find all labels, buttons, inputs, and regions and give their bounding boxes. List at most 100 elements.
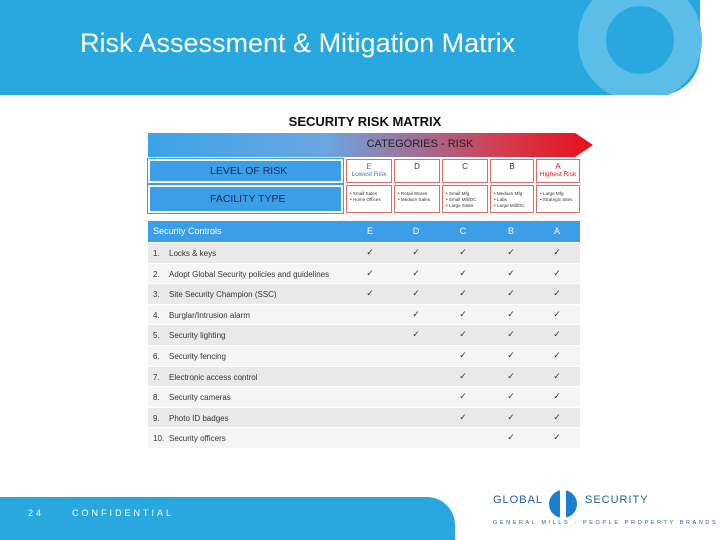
risk-arrow [148, 133, 593, 157]
level-letter: D [414, 162, 420, 171]
categories-label: CATEGORIES - RISK [366, 138, 474, 150]
check: ✓ [459, 350, 467, 360]
level-cell: B [490, 159, 534, 183]
row-label: Site Security Champion (SSC) [169, 290, 277, 300]
control-row: 6. Security fencing ✓ ✓ ✓ [148, 346, 580, 367]
decor-circle [606, 6, 674, 74]
check: ✓ [553, 288, 561, 299]
facility-item: • Medium Sales [398, 197, 430, 202]
level-cell: D [394, 159, 440, 183]
slide-title: Risk Assessment & Mitigation Matrix [80, 28, 516, 58]
check: ✓ [553, 370, 561, 381]
check: ✓ [366, 267, 374, 278]
check: ✓ [412, 308, 420, 319]
level-letter: E [366, 162, 372, 171]
controls-col: D [412, 226, 420, 236]
facility-item: • Small Mfg [446, 191, 470, 196]
check: ✓ [507, 350, 515, 360]
controls-header-text: Security Controls [153, 226, 222, 236]
footer-band [0, 497, 455, 540]
row-number: 8. [153, 393, 160, 403]
facility-cell: • Large Mfg • Strategic Sites [536, 185, 580, 213]
row-number: 2. [153, 269, 160, 279]
row-number: 1. [153, 249, 160, 258]
check: ✓ [412, 288, 420, 299]
facility-cell: • Retail Stores • Medium Sales [394, 185, 440, 213]
check: ✓ [553, 308, 561, 319]
control-row: 9. Photo ID badges ✓ ✓ ✓ [148, 407, 580, 429]
logo-bar [560, 490, 566, 518]
row-number: 6. [153, 352, 160, 361]
check: ✓ [553, 391, 561, 402]
level-label: LEVEL OF RISK [147, 158, 344, 184]
check: ✓ [507, 432, 515, 443]
facility-cell: • Medium Mfg • Labs • Large Mill/DC [490, 185, 534, 213]
check: ✓ [553, 267, 561, 278]
control-row: 2. Adopt Global Security policies and gui… [148, 263, 580, 285]
facility-cell: • Small Mfg • Small Mill/DC • Large Sales [442, 185, 488, 213]
check: ✓ [507, 411, 515, 422]
check: ✓ [366, 247, 374, 257]
check: ✓ [507, 247, 515, 257]
control-row: 4. Burglar/Intrusion alarm ✓ ✓ ✓ ✓ [148, 304, 580, 326]
row-number: 9. [153, 413, 160, 423]
check: ✓ [507, 370, 515, 381]
check: ✓ [459, 247, 467, 257]
facility-cell: • Small Sales • Home Offices [346, 185, 392, 213]
check: ✓ [553, 247, 561, 257]
facility-label: FACILITY TYPE [147, 184, 344, 214]
row-number: 3. [153, 290, 160, 300]
check: ✓ [459, 411, 467, 422]
facility-item: • Small Sales [350, 191, 378, 196]
check: ✓ [459, 308, 467, 319]
control-row: 3. Site Security Champion (SSC) ✓ ✓ ✓ ✓ ✓ [148, 284, 580, 305]
facility-item: • Medium Mfg [494, 191, 523, 196]
row-label: Burglar/Intrusion alarm [169, 310, 250, 320]
confidential: CONFIDENTIAL [72, 508, 175, 518]
row-label: Security fencing [169, 352, 226, 361]
controls-header: Security Controls [148, 221, 580, 242]
check: ✓ [366, 288, 374, 299]
level-note: Highest Risk [539, 171, 577, 178]
facility-item: • Home Offices [350, 197, 381, 202]
controls-col: E [366, 226, 373, 236]
check: ✓ [553, 432, 561, 443]
check: ✓ [553, 411, 561, 422]
check: ✓ [412, 247, 420, 257]
facility-item: • Large Mill/DC [494, 203, 525, 208]
control-row: 1. Locks & keys ✓ ✓ ✓ ✓ ✓ [148, 243, 580, 264]
page-number: 24 [28, 508, 45, 518]
level-cell: A Highest Risk [536, 159, 580, 183]
facility-item: • Large Sales [446, 203, 474, 208]
row-number: 7. [153, 372, 160, 382]
logo-mark [549, 490, 577, 518]
control-row: 8. Security cameras ✓ ✓ ✓ [148, 387, 580, 408]
facility-item: • Strategic Sites [540, 197, 573, 202]
check: ✓ [553, 329, 561, 340]
row-label: Adopt Global Security policies and guide… [169, 269, 330, 279]
check: ✓ [553, 350, 561, 360]
row-number: 4. [153, 310, 160, 320]
check: ✓ [507, 267, 515, 278]
facility-item: • Retail Stores [398, 191, 428, 196]
control-row: 7. Electronic access control ✓ ✓ ✓ [148, 366, 580, 388]
check: ✓ [412, 267, 420, 278]
level-letter: B [509, 162, 515, 171]
check: ✓ [459, 391, 467, 402]
logo-left: GLOBAL [493, 494, 544, 506]
level-letter: C [462, 162, 468, 171]
check: ✓ [459, 267, 467, 278]
check: ✓ [459, 370, 467, 381]
row-label: Security officers [169, 434, 226, 444]
facility-item: • Large Mfg [540, 191, 564, 196]
level-cell: C [442, 159, 488, 183]
facility-item: • Labs [494, 197, 507, 202]
check: ✓ [507, 391, 515, 402]
controls-col: B [507, 226, 514, 236]
control-row: 5. Security lighting ✓ ✓ ✓ ✓ [148, 325, 580, 346]
row-label: Locks & keys [169, 249, 217, 258]
row-number: 10. [153, 434, 165, 444]
level-letter: A [555, 162, 561, 171]
check: ✓ [507, 329, 515, 340]
